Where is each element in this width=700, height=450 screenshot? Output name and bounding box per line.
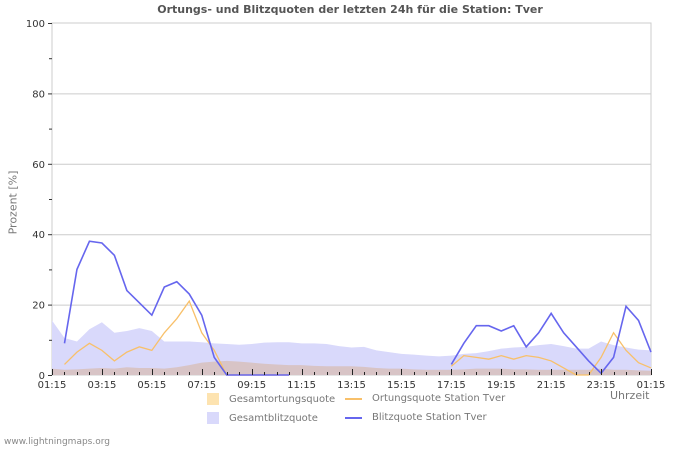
x-axis-unit: Uhrzeit [610,389,650,402]
svg-text:09:15: 09:15 [237,380,266,391]
svg-text:03:15: 03:15 [88,380,117,391]
legend-item-gesamtortungsquote: Gesamtortungsquote [207,393,335,405]
footer-link[interactable]: www.lightningmaps.org [4,437,110,447]
legend-swatch-icon [207,393,219,405]
svg-text:07:15: 07:15 [187,380,216,391]
line-series [63,240,652,376]
svg-text:40: 40 [32,230,45,241]
legend-item-blitzquote-station: Blitzquote Station Tver [345,412,487,423]
svg-text:15:15: 15:15 [387,380,416,391]
legend-label: Gesamtortungsquote [229,393,336,405]
y-axis-label: Prozent [%] [6,170,20,235]
svg-text:20: 20 [32,301,45,312]
svg-text:23:15: 23:15 [587,380,616,391]
legend-label: Gesamtblitzquote [229,412,318,424]
legend-swatch-icon [207,412,219,424]
legend-label: Ortungsquote Station Tver [372,393,506,404]
legend-label: Blitzquote Station Tver [372,412,487,423]
svg-text:80: 80 [32,89,45,100]
svg-text:05:15: 05:15 [137,380,166,391]
legend-line-icon [345,416,362,419]
legend-item-ortungsquote-station: Ortungsquote Station Tver [345,393,505,404]
axes: 0 20 40 60 80 100 01:15 03:15 05:15 07:15 09:15 11:… [26,19,666,391]
svg-text:60: 60 [32,160,45,171]
svg-text:21:15: 21:15 [537,380,566,391]
svg-text:100: 100 [26,19,45,30]
svg-text:0: 0 [39,371,45,382]
svg-text:01:15: 01:15 [637,380,666,391]
chart-title: Ortungs- und Blitzquoten der letzten 24h… [157,3,543,16]
legend-item-gesamtblitzquote: Gesamtblitzquote [207,412,318,424]
svg-text:13:15: 13:15 [337,380,366,391]
gridlines [51,22,652,376]
svg-text:19:15: 19:15 [487,380,516,391]
svg-text:01:15: 01:15 [38,380,67,391]
legend-line-icon [345,397,362,400]
svg-text:11:15: 11:15 [287,380,316,391]
svg-text:17:15: 17:15 [437,380,466,391]
